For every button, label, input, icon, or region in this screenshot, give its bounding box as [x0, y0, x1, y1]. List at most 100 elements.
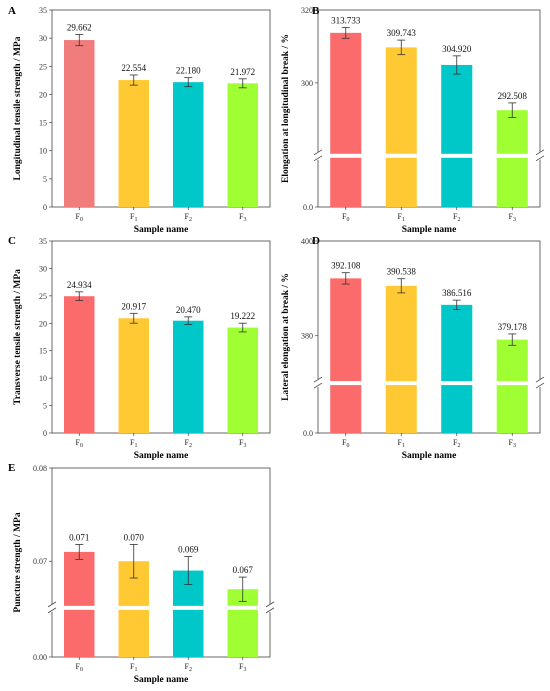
y-axis-label: Transverse tensile strength / MPa [13, 269, 23, 405]
bar [385, 47, 417, 207]
axis-break-mark [535, 382, 545, 389]
y-tick-label: 380 [301, 332, 313, 341]
data-label: 20.470 [176, 305, 201, 315]
bar [227, 327, 259, 433]
y-tick-label: 10 [39, 147, 47, 156]
y-tick-label: 0.08 [33, 464, 47, 473]
axis-break-mark [535, 155, 545, 162]
data-label: 29.662 [67, 22, 92, 32]
plot-frame [51, 9, 271, 208]
category-label: F2 [185, 662, 192, 673]
data-label: 313.733 [331, 15, 361, 25]
y-tick-label: 30 [39, 34, 47, 43]
y-tick-label: 5 [43, 175, 47, 184]
panel-e: E 0.00 0.07 0.08 Puncture strength / MPa Samp… [8, 462, 275, 685]
axis-break-gap [319, 153, 539, 158]
bar [118, 318, 150, 433]
axis-break-cover [315, 151, 321, 160]
data-label: 20.917 [121, 301, 146, 311]
plot-frame [317, 9, 541, 208]
data-label: 292.508 [498, 91, 528, 101]
plot-frame [317, 240, 541, 434]
category-label: F0 [342, 438, 349, 449]
category-label: F1 [130, 438, 137, 449]
axis-break-mark [313, 376, 323, 383]
x-axis-label: Sample name [134, 451, 189, 461]
category-label: F1 [130, 662, 137, 673]
y-tick-label: 0 [43, 429, 47, 438]
data-label: 21.972 [230, 67, 255, 77]
axis-break-mark [265, 607, 275, 614]
panel-a: A 0 5 10 15 20 25 30 35 Longitudinal tensile stre… [8, 5, 271, 235]
y-tick-label: 30 [39, 264, 47, 273]
y-tick-label: 20 [39, 90, 47, 99]
category-label: F1 [398, 438, 405, 449]
x-axis-label: Sample name [402, 225, 457, 235]
category-label: F0 [76, 438, 83, 449]
bar [227, 83, 259, 207]
category-label: F3 [239, 662, 246, 673]
bar [63, 296, 95, 433]
y-axis-label: Puncture strength / MPa [13, 512, 23, 612]
y-tick-label: 0.00 [33, 653, 47, 662]
bar [172, 320, 204, 433]
category-label: F2 [453, 212, 460, 223]
data-label: 0.070 [124, 532, 145, 542]
axis-break-mark [313, 149, 323, 156]
data-label: 22.554 [121, 63, 146, 73]
axis-break-mark [47, 607, 57, 614]
category-label: F3 [239, 212, 246, 223]
y-tick-label: 400 [301, 237, 313, 246]
category-label: F3 [509, 212, 516, 223]
y-tick-label: 320 [301, 6, 313, 15]
bar [441, 64, 473, 207]
panel-c: C 0 5 10 15 20 25 30 35 Transverse tensile streng… [8, 235, 271, 461]
y-tick-label: 35 [39, 237, 47, 246]
y-tick-label: 10 [39, 374, 47, 383]
bar [172, 570, 204, 657]
bar [118, 80, 150, 207]
category-label: F2 [185, 212, 192, 223]
axis-break-cover [49, 603, 55, 612]
category-label: F0 [76, 662, 83, 673]
data-label: 392.108 [331, 261, 361, 271]
bar [63, 40, 95, 207]
category-label: F1 [130, 212, 137, 223]
bar [385, 285, 417, 433]
category-label: F0 [342, 212, 349, 223]
y-tick-label: 300 [301, 79, 313, 88]
data-label: 390.538 [387, 267, 417, 277]
axis-break-cover [315, 379, 321, 388]
plot-frame [51, 467, 271, 658]
y-tick-label: 0.0 [303, 203, 313, 212]
bar [441, 304, 473, 433]
y-tick-label: 5 [43, 402, 47, 411]
data-label: 0.071 [69, 532, 89, 542]
y-tick-label: 20 [39, 319, 47, 328]
y-axis-label: Lateral elongation at break / % [281, 273, 291, 401]
category-label: F2 [185, 438, 192, 449]
panel-letter: E [8, 462, 15, 474]
y-tick-label: 35 [39, 6, 47, 15]
bar [330, 278, 362, 433]
data-label: 0.067 [233, 565, 254, 575]
bar [330, 32, 362, 207]
axis-break-mark [313, 382, 323, 389]
bar [496, 110, 528, 207]
y-tick-label: 25 [39, 62, 47, 71]
data-label: 379.178 [498, 322, 528, 332]
data-label: 304.920 [442, 44, 472, 54]
y-tick-label: 0.07 [33, 557, 47, 566]
x-axis-label: Sample name [402, 451, 457, 461]
category-label: F0 [76, 212, 83, 223]
panel-b: B 0.0 300 320 Elongation at longitudinal bre… [281, 5, 545, 235]
axis-break-gap [319, 381, 539, 386]
axis-break-cover [267, 603, 273, 612]
data-label: 309.743 [387, 28, 417, 38]
category-label: F3 [509, 438, 516, 449]
axis-break-gap [53, 605, 269, 610]
axis-break-cover [537, 151, 543, 160]
axis-break-mark [313, 155, 323, 162]
